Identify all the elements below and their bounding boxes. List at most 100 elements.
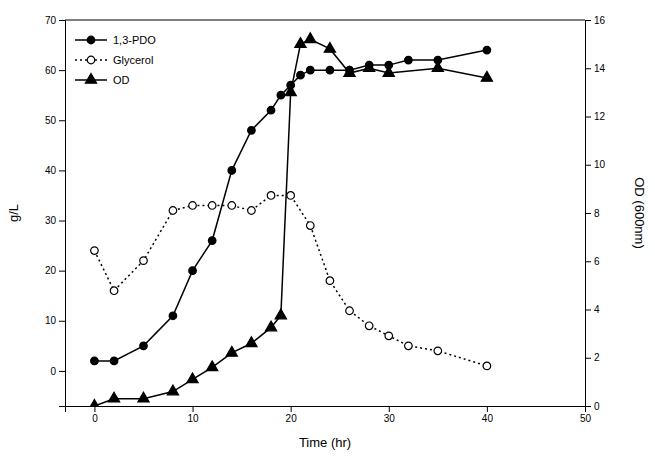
point — [140, 257, 148, 265]
point — [383, 67, 394, 77]
line — [94, 39, 486, 406]
point — [110, 287, 118, 295]
tick-mark — [585, 261, 591, 262]
point — [169, 207, 177, 215]
point — [228, 202, 236, 210]
tick-mark — [59, 271, 65, 272]
point — [297, 71, 305, 79]
tick: 14 — [585, 63, 606, 74]
tick-label: 30 — [45, 215, 57, 226]
point — [91, 357, 99, 365]
legend-item: 1,3-PDO — [75, 34, 156, 46]
point — [248, 207, 256, 215]
point — [306, 66, 314, 74]
point — [365, 322, 373, 330]
tick-label: 50 — [580, 413, 592, 424]
point — [326, 277, 334, 285]
legend-label: Glycerol — [113, 54, 153, 66]
tick-mark — [585, 165, 591, 166]
point — [385, 332, 393, 340]
chart: 0102030405001020304050607002468101214161… — [0, 0, 655, 461]
point — [167, 385, 178, 395]
plot-area: 0102030405001020304050607002468101214161… — [45, 15, 606, 424]
tick: 30 — [45, 215, 65, 226]
point — [364, 62, 375, 72]
tick: 40 — [45, 165, 65, 176]
legend: 1,3-PDO Glycerol OD — [75, 34, 156, 86]
tick-mark — [193, 406, 194, 412]
point — [432, 62, 443, 72]
tick: 20 — [45, 265, 65, 276]
tick-mark — [585, 358, 591, 359]
tick-label: 16 — [594, 15, 606, 26]
tick-label: 20 — [286, 413, 298, 424]
point — [483, 46, 491, 54]
tick: 2 — [585, 352, 600, 363]
tick-label: 2 — [594, 352, 600, 363]
tick-label: 12 — [594, 111, 606, 122]
tick: 40 — [482, 406, 494, 424]
point — [208, 237, 216, 245]
tick: 6 — [585, 256, 600, 267]
point — [305, 33, 316, 43]
x-axis-line — [66, 407, 586, 413]
point — [275, 309, 286, 319]
tick-label: 40 — [45, 165, 57, 176]
point — [246, 337, 257, 347]
point — [405, 56, 413, 64]
tick-mark — [59, 321, 65, 322]
series — [91, 192, 491, 370]
tick-label: 4 — [594, 304, 600, 315]
point — [248, 127, 256, 135]
y-axis: 0 10 20 30 40 50 60 70 — [45, 15, 66, 407]
line — [94, 195, 486, 365]
tick-mark — [585, 68, 591, 69]
tick-mark — [59, 70, 65, 71]
point — [277, 91, 285, 99]
point — [89, 399, 100, 406]
tick-label: 40 — [482, 413, 494, 424]
tick-mark — [94, 406, 95, 412]
tick: 12 — [585, 111, 606, 122]
point — [267, 106, 275, 114]
tick: 70 — [45, 15, 65, 26]
tick-mark — [585, 20, 591, 21]
tick: 30 — [384, 406, 396, 424]
tick-label: 10 — [187, 413, 199, 424]
point — [265, 321, 276, 331]
legend-item: Glycerol — [75, 54, 153, 66]
tick-mark — [59, 371, 65, 372]
tick-mark — [585, 213, 591, 214]
tick: 10 — [45, 315, 65, 326]
legend-marker — [87, 56, 95, 64]
tick-mark — [59, 170, 65, 171]
y-axis-title: g/L — [6, 204, 21, 222]
tick-mark — [585, 310, 591, 311]
point — [110, 357, 118, 365]
y2-axis-title: OD (600nm) — [632, 177, 647, 249]
tick-label: 8 — [594, 208, 600, 219]
point — [324, 42, 335, 52]
tick-label: 0 — [92, 413, 98, 424]
tick: 8 — [585, 208, 600, 219]
tick-mark — [59, 20, 65, 21]
tick-label: 0 — [594, 401, 600, 412]
point — [207, 361, 218, 371]
y-axis-line — [59, 21, 66, 407]
point — [481, 71, 492, 81]
point — [405, 342, 413, 350]
point — [483, 362, 491, 370]
tick-label: 0 — [50, 366, 56, 377]
tick: 50 — [45, 115, 65, 126]
point — [344, 67, 355, 77]
tick-mark — [389, 406, 390, 412]
tick-label: 10 — [594, 159, 606, 170]
tick: 60 — [45, 65, 65, 76]
tick-label: 50 — [45, 115, 57, 126]
tick: 20 — [286, 406, 298, 424]
point — [208, 202, 216, 210]
point — [346, 307, 354, 315]
point — [285, 86, 296, 96]
tick-mark — [291, 406, 292, 412]
legend-label: OD — [113, 74, 130, 86]
